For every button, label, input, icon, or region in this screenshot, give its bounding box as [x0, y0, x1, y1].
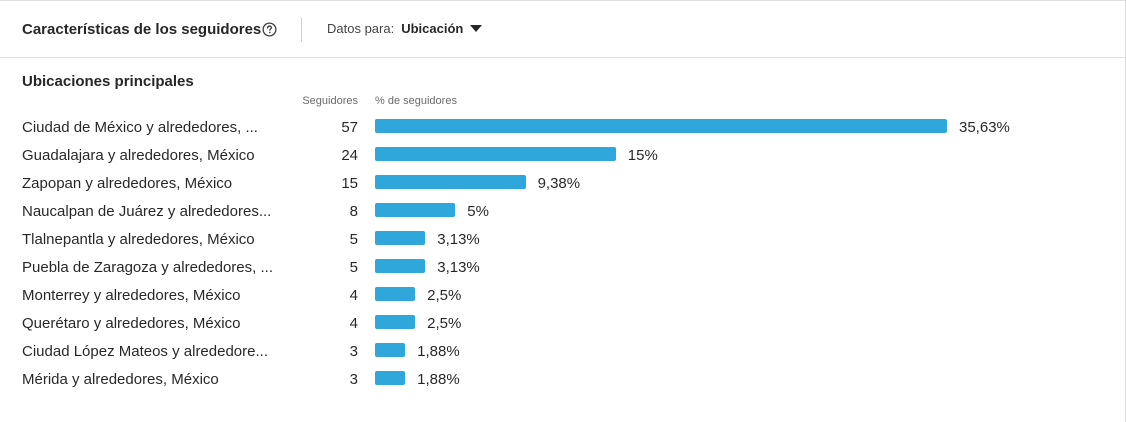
percent-bar [375, 371, 406, 385]
percent-label: 2,5% [427, 287, 462, 304]
location-row: Querétaro y alrededores, México 4 2,5% [0, 313, 1126, 341]
percent-label: 35,63% [959, 119, 1010, 136]
caret-down-icon[interactable] [470, 25, 483, 32]
header-divider [301, 18, 302, 42]
percent-bar [375, 259, 426, 273]
percent-bar [375, 343, 406, 357]
location-label: Naucalpan de Juárez y alrededores... [22, 203, 272, 220]
percent-label: 3,13% [437, 259, 480, 276]
location-row: Monterrey y alrededores, México 4 2,5% [0, 285, 1126, 313]
percent-label: 1,88% [417, 371, 460, 388]
percent-label: 3,13% [437, 231, 480, 248]
percent-label: 2,5% [427, 315, 462, 332]
location-label: Zapopan y alrededores, México [22, 175, 233, 192]
follower-count: 3 [349, 371, 358, 388]
percent-bar [375, 147, 616, 161]
percent-bar [375, 287, 416, 301]
data-for-value[interactable]: Ubicación [401, 21, 464, 36]
percent-bar [375, 175, 526, 189]
follower-count: 4 [349, 315, 358, 332]
location-row: Naucalpan de Juárez y alrededores... 8 5% [0, 201, 1126, 229]
follower-count: 8 [349, 203, 358, 220]
location-row: Ciudad de México y alrededores, ... 57 35,… [0, 117, 1126, 145]
location-label: Ciudad López Mateos y alrededore... [22, 343, 268, 360]
location-row: Zapopan y alrededores, México 15 9,38% [0, 173, 1126, 201]
percent-bar [375, 119, 947, 133]
section-title: Ubicaciones principales [22, 73, 194, 90]
location-row: Puebla de Zaragoza y alrededores, ... 5 3,… [0, 257, 1126, 285]
location-label: Puebla de Zaragoza y alrededores, ... [22, 259, 273, 276]
percent-label: 15% [627, 147, 658, 164]
location-row: Tlalnepantla y alrededores, México 5 3,13% [0, 229, 1126, 257]
follower-count: 4 [349, 287, 358, 304]
percent-bar [375, 315, 416, 329]
follower-count: 15 [341, 175, 358, 192]
percent-label: 1,88% [417, 343, 460, 360]
location-label: Tlalnepantla y alrededores, México [22, 231, 255, 248]
card-header: Características de los seguidores Datos … [0, 1, 1126, 58]
column-header-followers: Seguidores [302, 95, 358, 107]
location-label: Monterrey y alrededores, México [22, 287, 241, 304]
card-title: Características de los seguidores [22, 21, 262, 38]
data-for-label: Datos para: [327, 21, 395, 36]
column-header-percent: % de seguidores [375, 95, 457, 107]
percent-bar [375, 203, 456, 217]
percent-bar [375, 231, 426, 245]
location-row: Ciudad López Mateos y alrededore... 3 1,88… [0, 341, 1126, 369]
data-for-dropdown[interactable]: Datos para: Ubicación [327, 21, 483, 36]
follower-count: 5 [349, 259, 358, 276]
follower-count: 24 [341, 147, 358, 164]
location-label: Guadalajara y alrededores, México [22, 147, 255, 164]
percent-label: 5% [467, 203, 489, 220]
location-row: Mérida y alrededores, México 3 1,88% [0, 369, 1126, 397]
help-icon[interactable] [262, 22, 277, 37]
follower-count: 5 [349, 231, 358, 248]
location-label: Querétaro y alrededores, México [22, 315, 241, 332]
location-label: Mérida y alrededores, México [22, 371, 219, 388]
follower-count: 3 [349, 343, 358, 360]
follower-count: 57 [341, 119, 358, 136]
location-row: Guadalajara y alrededores, México 24 15% [0, 145, 1126, 173]
location-label: Ciudad de México y alrededores, ... [22, 119, 258, 136]
percent-label: 9,38% [537, 175, 581, 192]
